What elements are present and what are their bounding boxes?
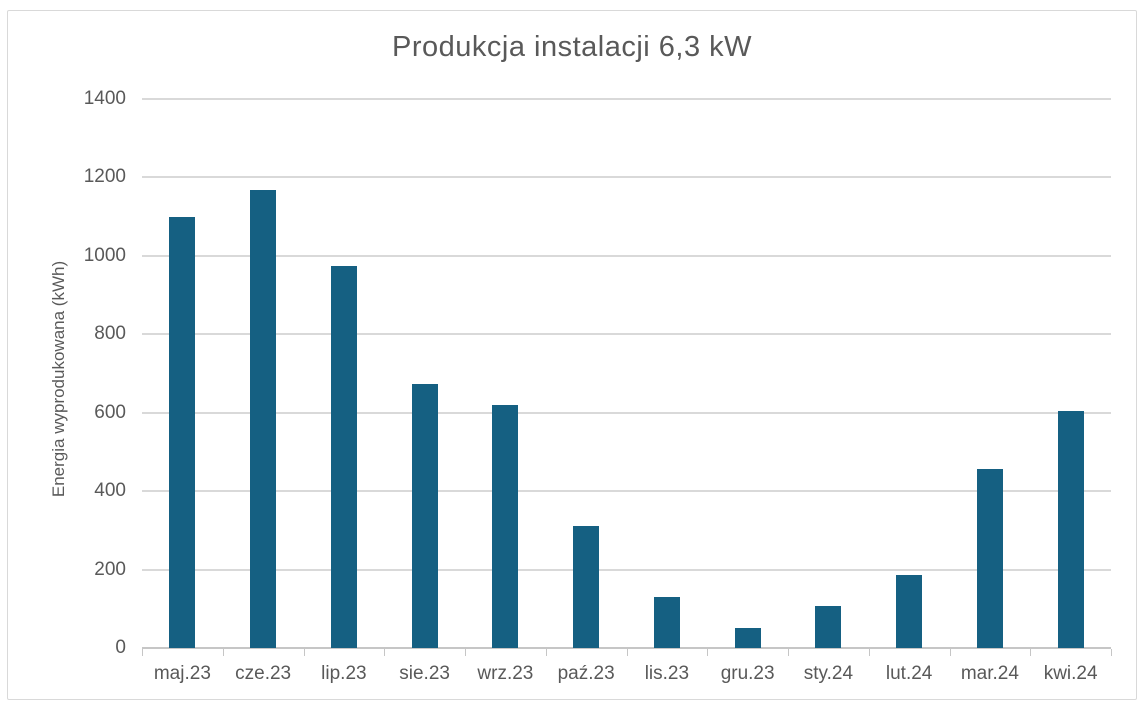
y-axis-tick-label: 800 [94, 323, 126, 345]
bar [815, 606, 842, 648]
bar [411, 384, 438, 648]
x-axis-tick-label: maj.23 [153, 663, 211, 684]
x-axis-tick-mark [626, 649, 628, 656]
x-axis-tick-label: kwi.24 [1043, 663, 1098, 684]
gridline [142, 176, 1111, 179]
y-axis-tick-label: 600 [94, 401, 126, 423]
x-axis-tick-mark [142, 649, 143, 656]
x-axis-tick-label: cze.23 [235, 663, 292, 684]
y-axis-tick-label: 0 [115, 637, 126, 658]
gridline [142, 98, 1111, 100]
bar [492, 404, 519, 648]
bar [1057, 411, 1084, 648]
bar [573, 525, 600, 648]
x-axis-tick-label: gru.23 [720, 663, 775, 684]
gridline [142, 254, 1111, 257]
x-axis-tick-mark [1030, 649, 1032, 656]
bar [734, 627, 761, 648]
bar [169, 217, 196, 648]
gridline [142, 490, 1111, 493]
y-axis-tick-label: 1400 [83, 88, 126, 109]
x-axis-tick-mark [868, 649, 870, 656]
bar [976, 468, 1003, 648]
x-axis-tick-mark [788, 649, 789, 656]
x-axis-tick-label: sie.23 [399, 663, 450, 684]
chart-frame: Produkcja instalacji 6,3 kW Energia wypr… [7, 10, 1137, 700]
x-axis-tick-label: lis.23 [644, 663, 690, 684]
x-axis-tick-label: wrz.23 [477, 663, 534, 684]
y-axis-tick-label: 1200 [83, 166, 126, 188]
x-axis-tick-mark [1111, 649, 1112, 656]
x-axis-tick-mark [222, 649, 224, 656]
y-axis-tick-label: 400 [94, 480, 126, 502]
x-axis-tick-mark [384, 649, 386, 656]
bar [653, 596, 680, 648]
x-axis-tick-mark [303, 649, 305, 656]
x-axis-line [142, 647, 1111, 649]
x-axis-tick-label: lip.23 [321, 663, 367, 684]
x-axis-tick-mark [949, 649, 951, 656]
chart-title: Produkcja instalacji 6,3 kW [391, 31, 753, 63]
y-axis-tick-label: 200 [94, 558, 126, 580]
x-axis-tick-label: paź.23 [557, 663, 615, 684]
bar [896, 575, 923, 648]
x-axis-tick-label: lut.24 [885, 663, 933, 684]
x-axis-tick-mark [465, 649, 466, 656]
plot-area: 0 200 400 600 800 1000 1200 1400 maj.23 cze.23 lip… [8, 11, 1136, 699]
x-axis-tick-mark [707, 649, 709, 656]
gridline [142, 333, 1111, 336]
x-axis-tick-label: sty.24 [803, 663, 854, 684]
bar [330, 266, 357, 648]
y-axis-tick-label: 1000 [83, 244, 126, 266]
gridline [142, 568, 1111, 571]
x-axis-tick-label: mar.24 [960, 663, 1019, 684]
gridline [142, 411, 1111, 414]
x-axis-tick-mark [545, 649, 547, 656]
bar [250, 189, 277, 648]
